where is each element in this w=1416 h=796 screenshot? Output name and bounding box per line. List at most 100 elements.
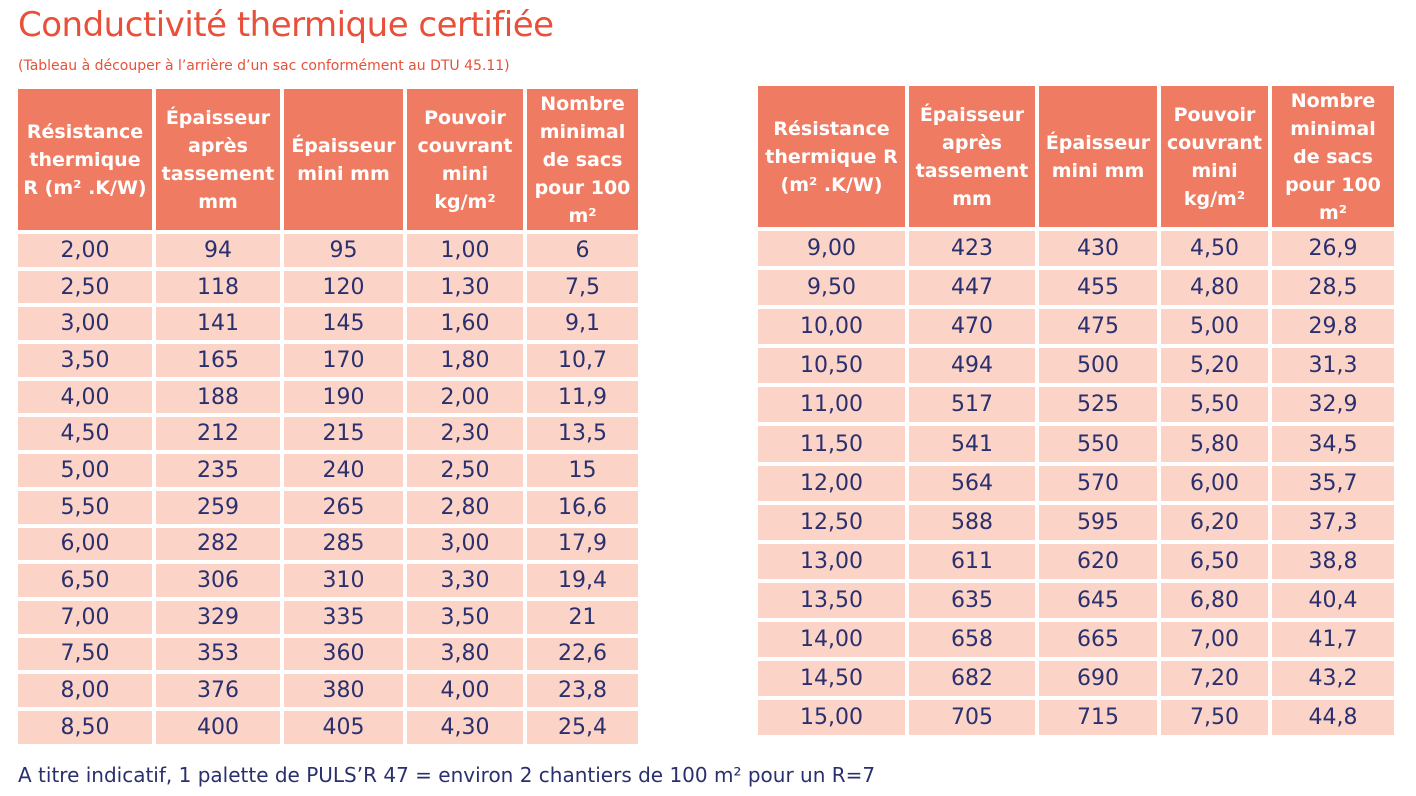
- cell-thickness-min: 145: [284, 307, 403, 341]
- cell-resistance: 7,50: [18, 637, 152, 671]
- thermal-table-left: Résistance thermique R (m² .K/W) Épaisse…: [14, 85, 642, 748]
- cell-bags-min: 6: [527, 234, 638, 267]
- table-row: 9,50 447 455 4,80 28,5: [758, 270, 1394, 306]
- cell-bags-min: 37,3: [1272, 504, 1394, 540]
- header-coverage-min: Pouvoir couvrant mini kg/m²: [1161, 86, 1268, 227]
- cell-thickness-after-settling: 423: [909, 231, 1035, 267]
- cell-thickness-after-settling: 470: [909, 309, 1035, 345]
- cell-thickness-after-settling: 447: [909, 270, 1035, 306]
- cell-coverage-min: 3,80: [407, 637, 523, 671]
- cell-thickness-after-settling: 282: [156, 527, 280, 561]
- cell-coverage-min: 2,80: [407, 490, 523, 524]
- cell-coverage-min: 3,50: [407, 600, 523, 634]
- cell-bags-min: 10,7: [527, 344, 638, 377]
- cell-thickness-min: 285: [284, 527, 403, 561]
- cell-thickness-after-settling: 259: [156, 490, 280, 524]
- cell-thickness-min: 690: [1039, 661, 1157, 697]
- table-header-row: Résistance thermique R (m² .K/W) Épaisse…: [18, 89, 638, 230]
- cell-coverage-min: 4,00: [407, 674, 523, 707]
- table-row: 15,00 705 715 7,50 44,8: [758, 700, 1394, 736]
- cell-resistance: 12,00: [758, 465, 905, 501]
- page-subtitle: (Tableau à découper à l’arrière d’un sac…: [18, 58, 510, 74]
- cell-thickness-min: 265: [284, 490, 403, 524]
- cell-bags-min: 21: [527, 600, 638, 634]
- table-row: 14,50 682 690 7,20 43,2: [758, 661, 1394, 697]
- cell-thickness-min: 405: [284, 710, 403, 744]
- cell-bags-min: 26,9: [1272, 231, 1394, 267]
- cell-bags-min: 19,4: [527, 564, 638, 597]
- cell-thickness-min: 595: [1039, 504, 1157, 540]
- cell-thickness-after-settling: 588: [909, 504, 1035, 540]
- cell-thickness-min: 190: [284, 380, 403, 414]
- cell-resistance: 3,50: [18, 344, 152, 377]
- cell-coverage-min: 4,80: [1161, 270, 1268, 306]
- cell-bags-min: 29,8: [1272, 309, 1394, 345]
- cell-thickness-min: 95: [284, 234, 403, 267]
- cell-resistance: 4,50: [18, 417, 152, 451]
- header-bags-min: Nombre minimal de sacs pour 100 m²: [1272, 86, 1394, 227]
- cell-thickness-after-settling: 235: [156, 454, 280, 487]
- cell-bags-min: 31,3: [1272, 348, 1394, 384]
- table-row: 11,00 517 525 5,50 32,9: [758, 387, 1394, 423]
- cell-bags-min: 11,9: [527, 380, 638, 414]
- cell-coverage-min: 5,20: [1161, 348, 1268, 384]
- cell-resistance: 14,00: [758, 621, 905, 658]
- cell-thickness-after-settling: 705: [909, 700, 1035, 736]
- cell-coverage-min: 7,00: [1161, 621, 1268, 658]
- table-row: 2,00 94 95 1,00 6: [18, 234, 638, 267]
- cell-coverage-min: 6,50: [1161, 543, 1268, 579]
- cell-bags-min: 25,4: [527, 710, 638, 744]
- cell-thickness-after-settling: 682: [909, 661, 1035, 697]
- table-row: 9,00 423 430 4,50 26,9: [758, 231, 1394, 267]
- table-row: 4,00 188 190 2,00 11,9: [18, 380, 638, 414]
- cell-resistance: 2,00: [18, 234, 152, 267]
- header-bags-min: Nombre minimal de sacs pour 100 m²: [527, 89, 638, 230]
- cell-thickness-after-settling: 329: [156, 600, 280, 634]
- table-row: 13,50 635 645 6,80 40,4: [758, 582, 1394, 618]
- cell-resistance: 9,00: [758, 231, 905, 267]
- header-coverage-min: Pouvoir couvrant mini kg/m²: [407, 89, 523, 230]
- cell-bags-min: 17,9: [527, 527, 638, 561]
- cell-resistance: 4,00: [18, 380, 152, 414]
- cell-coverage-min: 7,20: [1161, 661, 1268, 697]
- cell-resistance: 12,50: [758, 504, 905, 540]
- cell-thickness-min: 215: [284, 417, 403, 451]
- cell-bags-min: 28,5: [1272, 270, 1394, 306]
- cell-thickness-min: 310: [284, 564, 403, 597]
- header-resistance: Résistance thermique R (m² .K/W): [18, 89, 152, 230]
- cell-coverage-min: 1,30: [407, 270, 523, 304]
- cell-resistance: 14,50: [758, 661, 905, 697]
- cell-thickness-min: 240: [284, 454, 403, 487]
- cell-thickness-min: 380: [284, 674, 403, 707]
- cell-coverage-min: 6,80: [1161, 582, 1268, 618]
- cell-thickness-min: 715: [1039, 700, 1157, 736]
- cell-resistance: 9,50: [758, 270, 905, 306]
- table-row: 12,50 588 595 6,20 37,3: [758, 504, 1394, 540]
- cell-bags-min: 34,5: [1272, 426, 1394, 462]
- cell-coverage-min: 1,60: [407, 307, 523, 341]
- cell-bags-min: 35,7: [1272, 465, 1394, 501]
- cell-resistance: 10,00: [758, 309, 905, 345]
- cell-thickness-min: 570: [1039, 465, 1157, 501]
- cell-resistance: 8,00: [18, 674, 152, 707]
- table-row: 2,50 118 120 1,30 7,5: [18, 270, 638, 304]
- cell-coverage-min: 5,80: [1161, 426, 1268, 462]
- table-row: 8,00 376 380 4,00 23,8: [18, 674, 638, 707]
- cell-bags-min: 38,8: [1272, 543, 1394, 579]
- header-thickness-after-settling: Épaisseur après tassement mm: [156, 89, 280, 230]
- table-row: 7,00 329 335 3,50 21: [18, 600, 638, 634]
- cell-thickness-after-settling: 212: [156, 417, 280, 451]
- cell-coverage-min: 2,50: [407, 454, 523, 487]
- cell-coverage-min: 3,00: [407, 527, 523, 561]
- cell-resistance: 3,00: [18, 307, 152, 341]
- cell-resistance: 11,50: [758, 426, 905, 462]
- cell-resistance: 15,00: [758, 700, 905, 736]
- cell-thickness-after-settling: 658: [909, 621, 1035, 658]
- cell-resistance: 2,50: [18, 270, 152, 304]
- cell-thickness-min: 500: [1039, 348, 1157, 384]
- table-row: 13,00 611 620 6,50 38,8: [758, 543, 1394, 579]
- cell-thickness-min: 475: [1039, 309, 1157, 345]
- cell-bags-min: 41,7: [1272, 621, 1394, 658]
- cell-thickness-min: 360: [284, 637, 403, 671]
- cell-thickness-after-settling: 564: [909, 465, 1035, 501]
